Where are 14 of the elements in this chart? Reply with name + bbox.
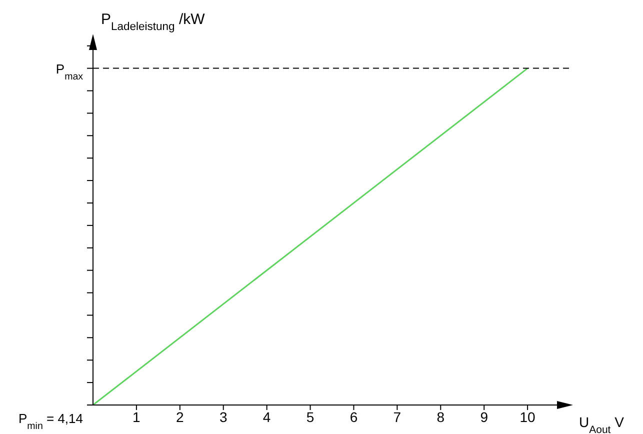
x-tick-label: 4	[262, 408, 271, 425]
x-tick-label: 10	[520, 408, 536, 425]
x-tick-label: 6	[350, 408, 358, 425]
x-tick-label: 9	[480, 408, 488, 425]
x-tick-label: 8	[436, 408, 445, 425]
x-tick-label: 1	[132, 408, 141, 425]
x-tick-label: 2	[176, 408, 184, 425]
annotation: P$_{min}$ = 4,14	[18, 411, 83, 432]
x-tick-label: 5	[306, 408, 314, 425]
x-tick-label: 7	[393, 408, 402, 425]
x-tick-label: 3	[219, 408, 228, 425]
ref-line-label: P$_{max}$	[56, 61, 84, 82]
x-axis-title: U$_{Aout}$ V	[579, 414, 625, 434]
y-axis-title: P$_{Ladeleistung}$ /kW	[101, 11, 206, 33]
